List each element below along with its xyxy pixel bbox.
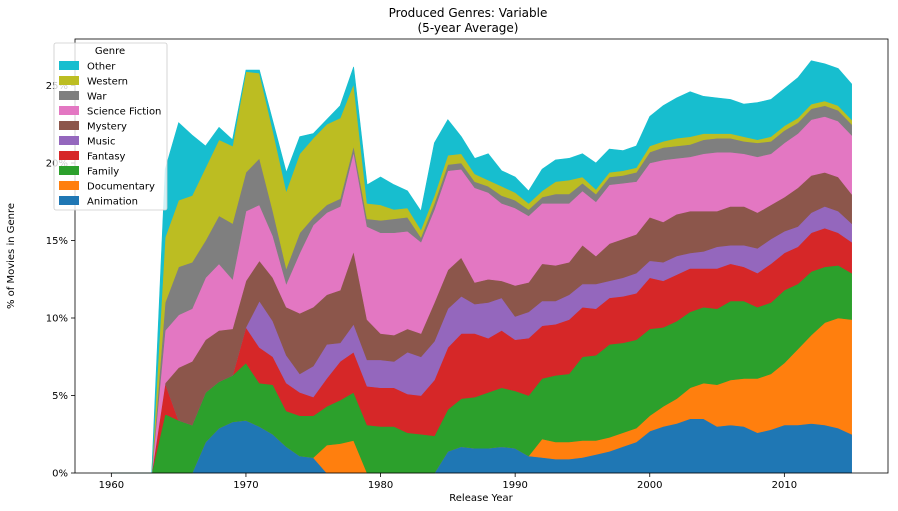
legend-label-animation: Animation: [87, 197, 138, 208]
y-tick-label: 5%: [52, 391, 68, 402]
y-tick-label: 0%: [52, 469, 68, 480]
x-tick-label: 1960: [99, 480, 124, 491]
x-tick-label: 1970: [233, 480, 258, 491]
legend-label-war: War: [87, 92, 107, 103]
x-axis-title: Release Year: [449, 493, 513, 504]
legend-label-music: Music: [87, 137, 115, 148]
chart-subtitle: (5-year Average): [418, 21, 519, 35]
legend-swatch-western: [59, 76, 79, 85]
legend: Genre Other Western War Science Fiction Myst…: [53, 42, 168, 211]
legend-swatch-animation: [59, 196, 79, 205]
legend-label-fantasy: Fantasy: [87, 152, 126, 163]
legend-label-family: Family: [87, 167, 119, 178]
legend-swatch-mystery: [59, 121, 79, 130]
x-tick-label: 2000: [637, 480, 662, 491]
legend-title: Genre: [95, 46, 125, 57]
y-axis-title: % of Movies in Genre: [6, 203, 17, 309]
y-tick-label: 10%: [46, 314, 68, 325]
legend-swatch-music: [59, 136, 79, 145]
chart-title: Produced Genres: Variable: [389, 6, 548, 20]
legend-label-documentary: Documentary: [87, 182, 155, 193]
stacked-areas: [111, 60, 852, 474]
legend-label-science-fiction: Science Fiction: [87, 107, 161, 118]
area-other: [111, 60, 852, 474]
x-tick-label: 1980: [368, 480, 393, 491]
x-tick-label: 1990: [502, 480, 527, 491]
legend-swatch-science-fiction: [59, 106, 79, 115]
legend-items: Other Western War Science Fiction Mystery Mus…: [59, 61, 161, 208]
legend-label-mystery: Mystery: [87, 122, 127, 133]
legend-swatch-other: [59, 61, 79, 70]
legend-swatch-family: [59, 166, 79, 175]
plot-frame: [74, 38, 889, 474]
legend-swatch-war: [59, 91, 79, 100]
legend-swatch-fantasy: [59, 151, 79, 160]
y-tick-label: 15%: [46, 236, 68, 247]
legend-frame: [53, 42, 168, 211]
legend-label-western: Western: [87, 77, 128, 88]
x-tick-label: 2010: [772, 480, 797, 491]
legend-label-other: Other: [87, 62, 116, 73]
x-axis: 1960 1970 1980 1990 2000 2010: [99, 473, 797, 491]
legend-swatch-documentary: [59, 181, 79, 190]
